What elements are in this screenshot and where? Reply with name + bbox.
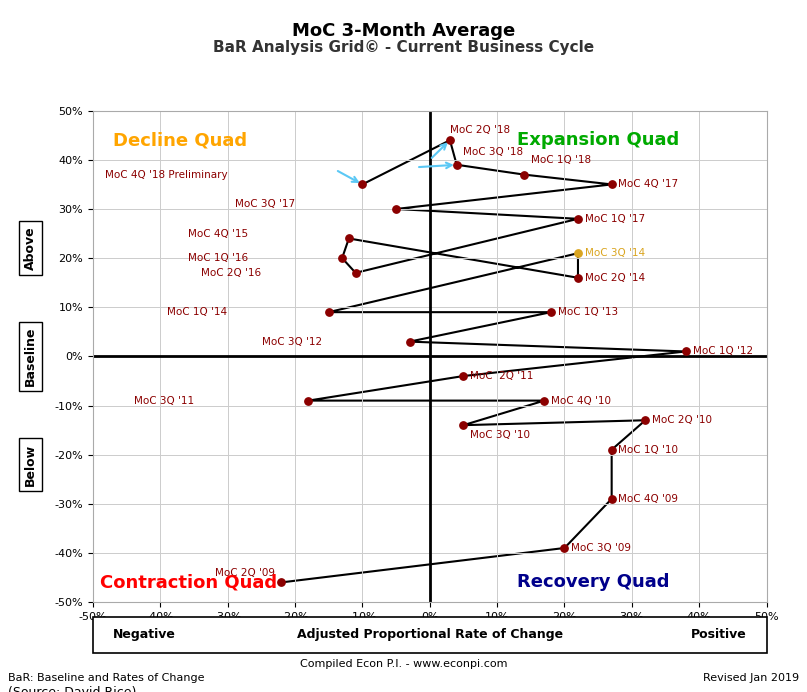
Text: Below: Below	[23, 444, 37, 486]
Point	[517, 169, 530, 180]
Point	[558, 543, 571, 554]
Point	[342, 233, 355, 244]
Point	[275, 577, 288, 588]
Text: MoC 1Q '12: MoC 1Q '12	[692, 347, 753, 356]
Point	[545, 307, 558, 318]
Text: MoC  2Q '11: MoC 2Q '11	[470, 371, 533, 381]
Text: MoC 2Q '16: MoC 2Q '16	[201, 268, 261, 278]
Point	[457, 419, 470, 430]
Point	[356, 179, 369, 190]
Text: MoC 1Q '10: MoC 1Q '10	[618, 445, 679, 455]
Text: MoC 3Q '14: MoC 3Q '14	[585, 248, 645, 258]
FancyBboxPatch shape	[93, 617, 767, 653]
Text: Expansion Quad: Expansion Quad	[517, 131, 679, 149]
Text: Above: Above	[23, 226, 37, 270]
Text: MoC 1Q '17: MoC 1Q '17	[585, 214, 645, 224]
Text: MoC 4Q '17: MoC 4Q '17	[618, 179, 679, 190]
Text: MoC 2Q '14: MoC 2Q '14	[585, 273, 645, 283]
Text: MoC 4Q '10: MoC 4Q '10	[551, 396, 611, 406]
Point	[605, 179, 618, 190]
Text: Positive: Positive	[691, 628, 746, 641]
Text: MoC 3Q '11: MoC 3Q '11	[134, 396, 194, 406]
Text: MoC 4Q '15: MoC 4Q '15	[188, 228, 248, 239]
Text: MoC 3-Month Average: MoC 3-Month Average	[292, 22, 515, 40]
Text: Negative: Negative	[113, 628, 176, 641]
Text: MoC 3Q '12: MoC 3Q '12	[261, 336, 322, 347]
Point	[679, 346, 692, 357]
Point	[605, 444, 618, 455]
Point	[537, 395, 550, 406]
Text: MoC 1Q '16: MoC 1Q '16	[188, 253, 248, 263]
Text: MoC 2Q '09: MoC 2Q '09	[215, 567, 274, 578]
Point	[639, 415, 652, 426]
Point	[444, 135, 457, 146]
Point	[349, 267, 362, 278]
Text: MoC 1Q '18: MoC 1Q '18	[531, 155, 591, 165]
Point	[390, 203, 403, 215]
Text: MoC 3Q '18: MoC 3Q '18	[463, 147, 524, 158]
Text: MoC 3Q '09: MoC 3Q '09	[571, 543, 631, 553]
Text: Decline Quad: Decline Quad	[113, 131, 247, 149]
Text: MoC 1Q '13: MoC 1Q '13	[558, 307, 618, 317]
Point	[322, 307, 335, 318]
Text: MoC 3Q '17: MoC 3Q '17	[235, 199, 295, 209]
Text: BaR: Baseline and Rates of Change: BaR: Baseline and Rates of Change	[8, 673, 204, 682]
Point	[302, 395, 315, 406]
Text: Adjusted Proportional Rate of Change: Adjusted Proportional Rate of Change	[297, 628, 562, 641]
Text: Compiled Econ P.I. - www.econpi.com: Compiled Econ P.I. - www.econpi.com	[299, 659, 508, 668]
Point	[571, 248, 584, 259]
Text: MoC 3Q '10: MoC 3Q '10	[470, 430, 530, 440]
Point	[571, 213, 584, 224]
Text: Recovery Quad: Recovery Quad	[517, 574, 670, 592]
Text: Baseline: Baseline	[23, 327, 37, 386]
Point	[605, 493, 618, 504]
Text: MoC 2Q '10: MoC 2Q '10	[652, 415, 712, 426]
Text: Revised Jan 2019: Revised Jan 2019	[703, 673, 799, 682]
Point	[403, 336, 416, 347]
Text: Contraction Quad: Contraction Quad	[99, 574, 277, 592]
Text: MoC 4Q '18 Preliminary: MoC 4Q '18 Preliminary	[105, 170, 228, 180]
Text: MoC 1Q '14: MoC 1Q '14	[167, 307, 228, 317]
Point	[457, 370, 470, 381]
Text: MoC 4Q '09: MoC 4Q '09	[618, 494, 679, 504]
Text: (Source: David Rice): (Source: David Rice)	[8, 686, 136, 692]
Text: MoC 2Q '18: MoC 2Q '18	[450, 125, 510, 136]
Text: BaR Analysis Grid© - Current Business Cycle: BaR Analysis Grid© - Current Business Cy…	[213, 40, 594, 55]
Point	[336, 253, 349, 264]
Point	[571, 272, 584, 283]
Point	[450, 159, 463, 170]
